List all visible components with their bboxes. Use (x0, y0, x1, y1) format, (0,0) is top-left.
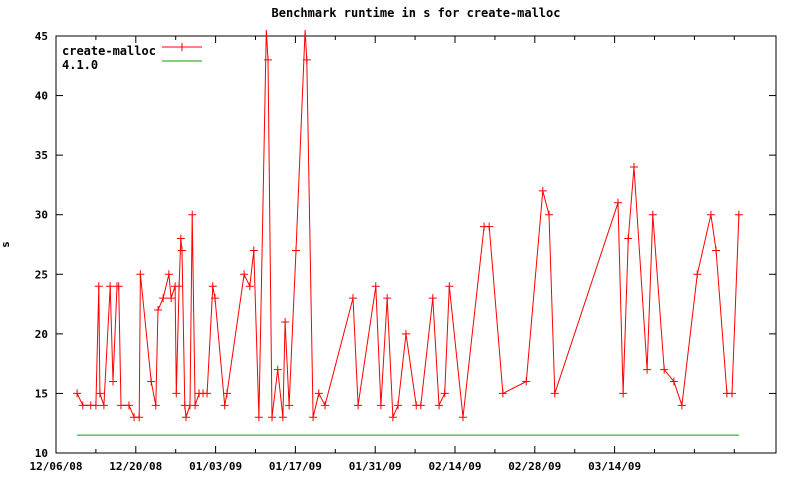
legend-label-4-1-0: 4.1.0 (62, 58, 99, 72)
y-tick-label: 40 (35, 90, 48, 103)
x-tick-label: 01/17/09 (269, 460, 322, 473)
x-tick-label: 03/14/09 (588, 460, 641, 473)
x-tick-label: 01/31/09 (349, 460, 402, 473)
y-tick-label: 25 (35, 268, 48, 281)
x-tick-label: 12/06/08 (30, 460, 83, 473)
y-axis-label: s (0, 241, 12, 248)
legend: create-malloc 4.1.0 (62, 40, 202, 72)
legend-label-create-malloc: create-malloc (62, 44, 156, 58)
series-line-create-malloc (76, 29, 740, 418)
x-tick-label: 02/28/09 (508, 460, 561, 473)
legend-line-sample-green (162, 60, 202, 62)
legend-item-4-1-0: 4.1.0 (62, 54, 202, 72)
y-tick-label: 45 (35, 30, 48, 43)
plot-border (55, 35, 777, 454)
y-tick-label: 30 (35, 209, 48, 222)
y-tick-label: 10 (35, 447, 48, 460)
x-tick-label: 12/20/08 (109, 460, 162, 473)
x-tick-label: 01/03/09 (189, 460, 242, 473)
y-tick-label: 15 (35, 387, 48, 400)
legend-item-create-malloc: create-malloc (62, 40, 202, 58)
plus-marker-icon (178, 43, 186, 51)
chart-title: Benchmark runtime in s for create-malloc (271, 6, 561, 20)
x-tick-label: 02/14/09 (429, 460, 482, 473)
legend-line-sample-red (162, 43, 202, 51)
series-markers-create-malloc (73, 55, 743, 422)
y-tick-label: 20 (35, 328, 48, 341)
y-tick-label: 35 (35, 149, 48, 162)
